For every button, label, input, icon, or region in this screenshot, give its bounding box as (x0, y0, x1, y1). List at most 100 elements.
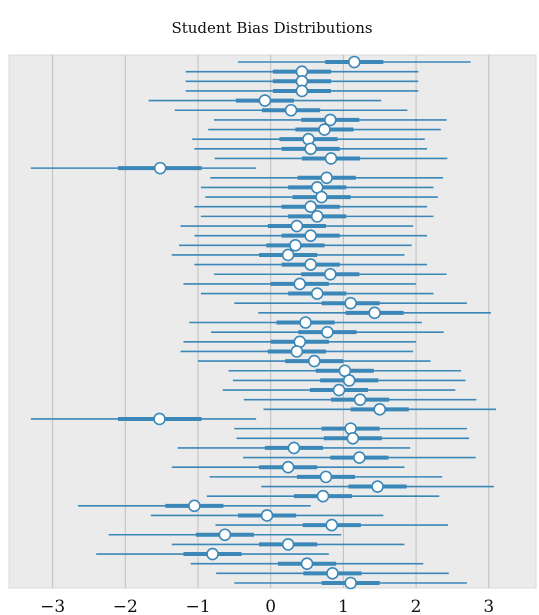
mean-point (346, 431, 360, 445)
student-row (234, 296, 467, 310)
student-row (78, 499, 311, 513)
mean-point (323, 267, 337, 281)
mean-point (347, 55, 361, 69)
x-tick-label: −1 (185, 597, 210, 615)
student-row (197, 354, 431, 368)
mean-point (304, 200, 317, 214)
x-tick-label: 0 (265, 597, 276, 615)
chart-title: Student Bias Distributions (171, 19, 372, 37)
mean-point (353, 451, 366, 464)
student-row (208, 123, 441, 136)
student-row (189, 316, 422, 329)
mean-point (371, 480, 384, 493)
mean-point (344, 576, 357, 590)
mean-point (287, 441, 301, 455)
x-tick-label: −3 (40, 597, 65, 615)
student-row (150, 509, 384, 522)
mean-point (324, 152, 338, 165)
student-row (194, 142, 427, 156)
student-row (183, 335, 417, 349)
mean-point (281, 460, 295, 474)
mean-point (290, 219, 304, 233)
mean-point (353, 393, 367, 406)
mean-point (319, 470, 333, 484)
mean-point (325, 518, 339, 532)
student-row (213, 113, 447, 127)
mean-point (300, 557, 314, 571)
student-row (232, 374, 466, 387)
mean-point (284, 103, 298, 117)
student-row (30, 161, 257, 175)
mean-point (304, 258, 317, 271)
mean-point (218, 528, 232, 542)
plot-area (8, 54, 537, 589)
student-row (234, 576, 467, 590)
x-tick-label: −2 (113, 597, 138, 615)
x-axis-ticks: −3 −2 −1 0 1 2 3 (40, 597, 494, 615)
student-row (171, 460, 405, 474)
student-row (96, 547, 329, 561)
student-row (210, 171, 443, 185)
interval-rows (30, 55, 497, 590)
mean-point (310, 210, 324, 223)
student-row (185, 65, 419, 78)
student-row (180, 219, 414, 233)
x-tick-label: 3 (483, 597, 494, 615)
student-row (148, 94, 382, 107)
grid-lines (52, 55, 490, 588)
student-row (177, 441, 411, 455)
student-row (180, 345, 414, 358)
student-row (213, 267, 447, 281)
student-row (30, 412, 257, 426)
student-row (236, 431, 470, 445)
student-row (234, 422, 467, 435)
student-row (192, 132, 425, 146)
mean-point (295, 84, 309, 98)
x-tick-label: 1 (338, 597, 349, 615)
student-row (258, 306, 491, 320)
student-row (200, 210, 434, 223)
mean-point (310, 287, 324, 300)
student-row (179, 239, 412, 252)
mean-point (318, 123, 331, 136)
student-row (228, 364, 462, 378)
student-row (194, 229, 427, 242)
mean-point (368, 306, 381, 320)
student-row (171, 248, 405, 262)
mean-point (153, 412, 166, 426)
mean-point (206, 547, 219, 561)
student-row (243, 393, 477, 406)
mean-point (290, 345, 304, 358)
student-row (190, 557, 424, 571)
mean-point (293, 277, 307, 291)
student-row (216, 567, 449, 580)
mean-point (323, 113, 337, 127)
mean-point (321, 325, 334, 339)
mean-point (304, 142, 317, 156)
mean-point (153, 161, 167, 175)
mean-point (326, 567, 339, 580)
mean-point (316, 489, 330, 503)
student-row (261, 480, 494, 493)
student-row (194, 200, 427, 214)
student-row (171, 538, 405, 551)
student-row (211, 325, 444, 339)
student-row (205, 190, 438, 204)
mean-point (281, 538, 295, 551)
mean-point (373, 403, 387, 416)
student-row (214, 152, 448, 165)
student-row (108, 528, 342, 542)
mean-point (332, 383, 346, 397)
mean-point (315, 190, 328, 204)
student-row (209, 470, 443, 484)
mean-point (344, 296, 357, 310)
mean-point (307, 354, 321, 368)
mean-point (258, 94, 272, 107)
mean-point (188, 499, 201, 513)
student-row (222, 383, 456, 397)
mean-point (320, 171, 333, 185)
mean-point (342, 374, 356, 387)
mean-point (289, 239, 302, 252)
x-tick-label: 2 (411, 597, 422, 615)
